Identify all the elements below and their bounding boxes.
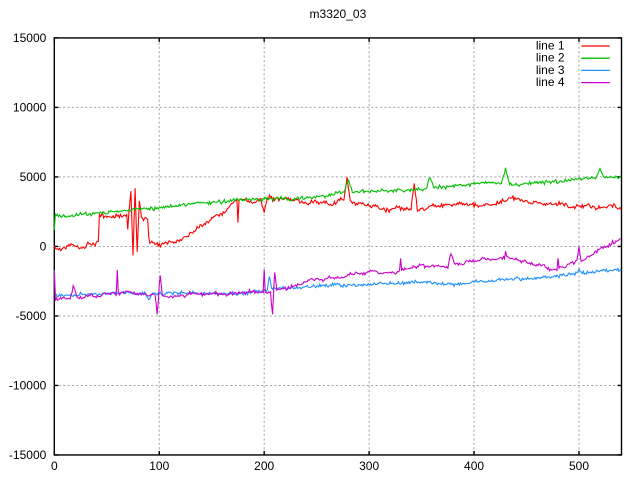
svg-text:5000: 5000 bbox=[20, 170, 47, 184]
svg-text:m3320_03: m3320_03 bbox=[310, 7, 367, 21]
svg-text:100: 100 bbox=[149, 459, 169, 473]
svg-text:-15000: -15000 bbox=[9, 448, 47, 462]
svg-text:200: 200 bbox=[254, 459, 274, 473]
svg-text:500: 500 bbox=[569, 459, 589, 473]
svg-text:-5000: -5000 bbox=[16, 309, 47, 323]
svg-text:300: 300 bbox=[359, 459, 379, 473]
svg-text:400: 400 bbox=[464, 459, 484, 473]
svg-text:-10000: -10000 bbox=[9, 378, 47, 392]
svg-text:0: 0 bbox=[51, 459, 58, 473]
svg-text:10000: 10000 bbox=[13, 100, 47, 114]
svg-text:line 4: line 4 bbox=[536, 75, 565, 89]
svg-text:0: 0 bbox=[40, 239, 47, 253]
svg-text:15000: 15000 bbox=[13, 31, 47, 45]
